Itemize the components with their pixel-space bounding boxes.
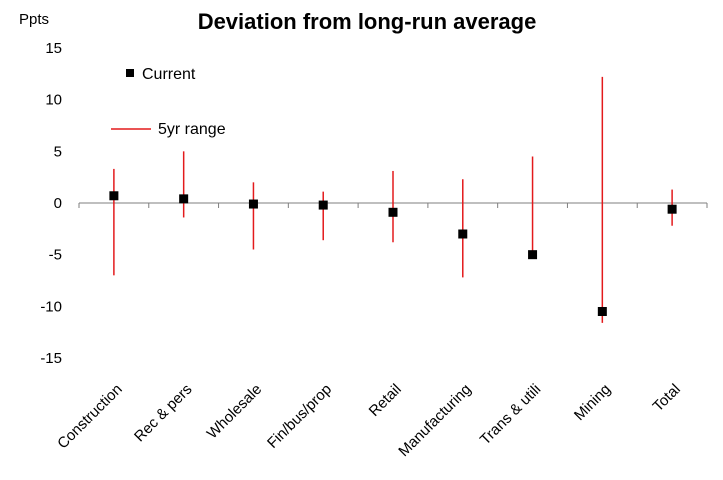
current-series xyxy=(109,191,677,316)
range-series xyxy=(113,76,673,323)
legend-current-label: Current xyxy=(142,66,196,83)
current-marker xyxy=(388,207,398,217)
x-tick-label: Fin/bus/prop xyxy=(264,381,335,452)
x-tick-label: Mining xyxy=(571,381,614,424)
current-marker xyxy=(318,200,328,210)
x-tick-label: Manufacturing xyxy=(395,381,474,460)
x-axis-tick-labels: Construction Rec & pers WholesaleFin/bus/p… xyxy=(54,381,684,460)
current-marker xyxy=(597,307,607,316)
y-tick-label: 5 xyxy=(54,143,62,160)
x-tick-label: Wholesale xyxy=(204,381,266,443)
y-tick-label: -5 xyxy=(49,247,62,264)
legend: Current 5yr range xyxy=(111,66,226,138)
chart-title: Deviation from long-run average xyxy=(198,9,537,34)
current-marker xyxy=(667,204,677,214)
y-tick-label: 0 xyxy=(54,195,62,212)
x-tick-label: Rec & pers xyxy=(131,381,195,445)
current-marker xyxy=(179,194,189,204)
y-tick-label: 10 xyxy=(45,92,62,109)
y-axis-unit-label: Ppts xyxy=(19,11,49,28)
y-tick-label: -10 xyxy=(40,298,62,315)
x-tick-label: Construction xyxy=(54,381,126,453)
legend-current-marker xyxy=(126,69,134,77)
current-marker xyxy=(528,250,538,260)
current-marker xyxy=(109,191,119,201)
current-marker xyxy=(248,199,258,209)
x-tick-label: Trans & utili xyxy=(477,381,545,449)
x-tick-label: Total xyxy=(650,381,684,415)
x-tick-label: Retail xyxy=(366,381,405,420)
current-marker xyxy=(458,229,468,239)
y-tick-label: 15 xyxy=(45,40,62,57)
legend-range-label: 5yr range xyxy=(158,121,226,138)
y-tick-label: -15 xyxy=(40,350,62,367)
y-axis-tick-labels: 15 10 5 0 -5 -10 -15 xyxy=(40,40,62,367)
